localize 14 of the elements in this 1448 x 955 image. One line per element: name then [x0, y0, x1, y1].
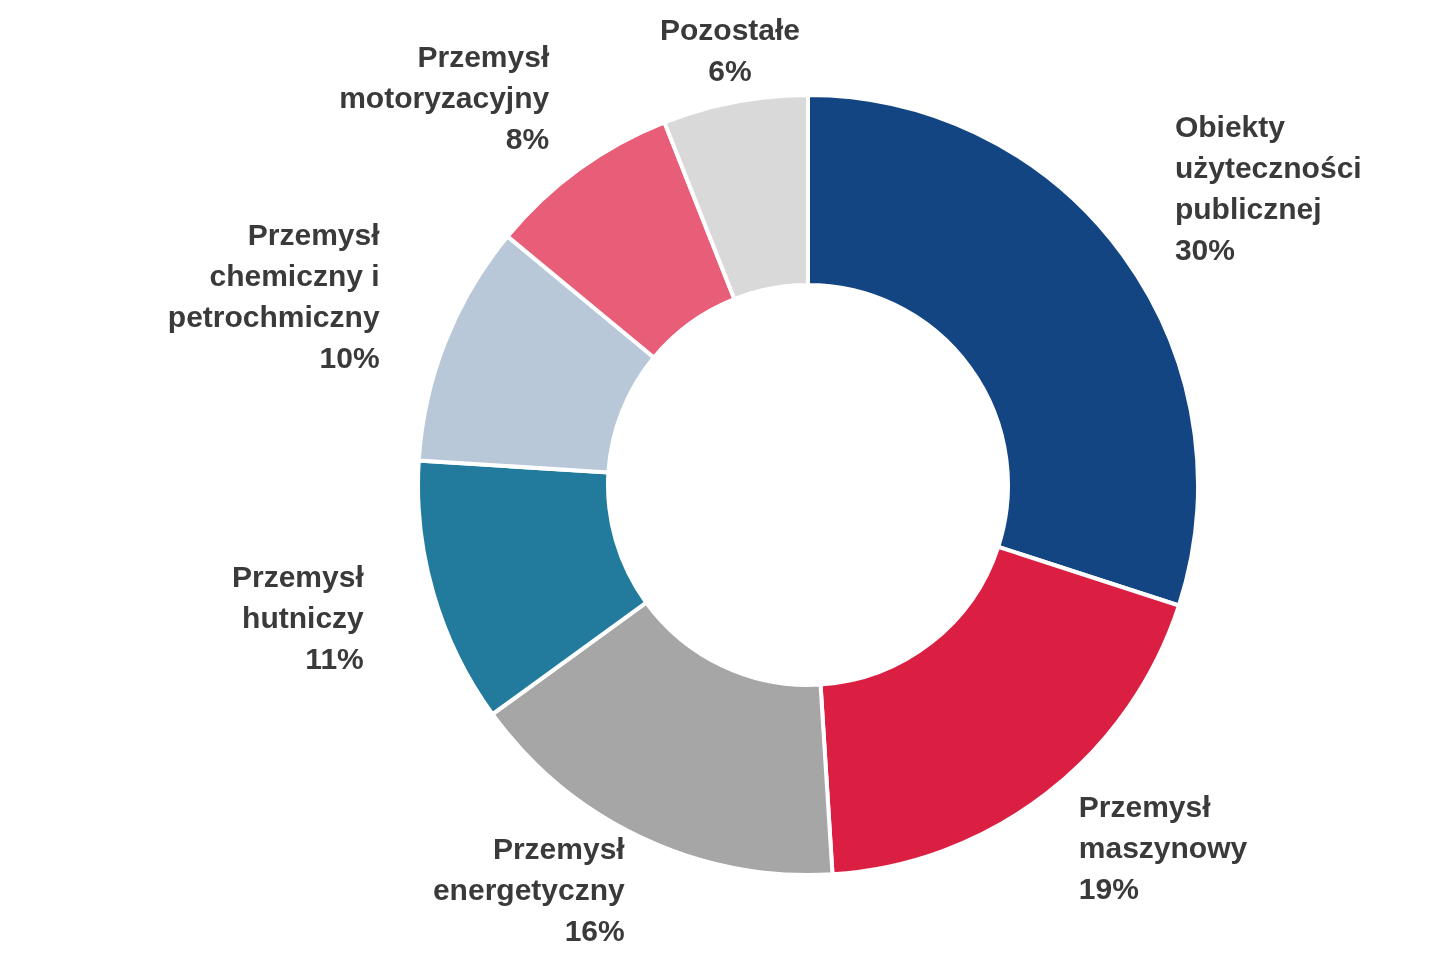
slice-label: Przemysł maszynowy — [1078, 789, 1248, 864]
slice-label: Obiekty użyteczności publicznej — [1174, 110, 1362, 225]
data-label: 30% — [1174, 233, 1235, 266]
data-label: 16% — [564, 914, 625, 948]
slice-label: Pozostałe — [659, 13, 801, 47]
data-label: 10% — [319, 340, 380, 374]
slice-label: Przemysł chemiczny i petrochmiczny — [167, 217, 381, 333]
data-label: 19% — [1078, 871, 1139, 905]
data-label: 6% — [708, 54, 752, 88]
slice-label: Przemysł energetyczny — [432, 832, 626, 907]
slice-label: Przemysł motoryzacyjny — [339, 39, 550, 114]
data-label: 8% — [505, 121, 550, 155]
slice-label: Przemysł hutniczy — [232, 560, 365, 635]
data-label: 11% — [305, 642, 364, 676]
